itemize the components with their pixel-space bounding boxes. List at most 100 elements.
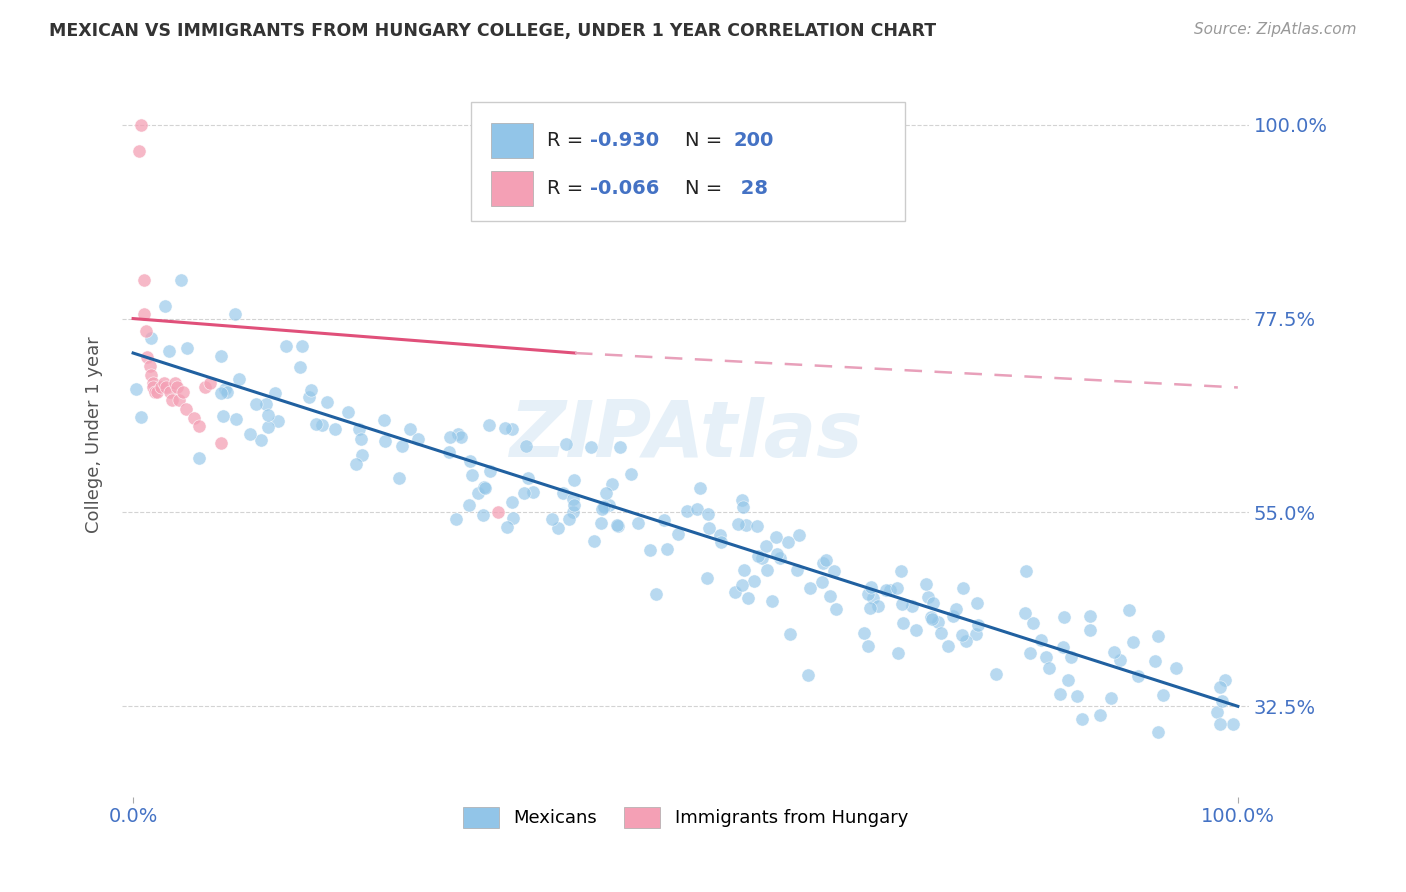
Point: [875, 582, 897, 597]
Point: [929, 626, 952, 640]
Point: [952, 628, 974, 642]
Point: [1049, 687, 1071, 701]
Point: [581, 440, 603, 454]
Point: [862, 591, 884, 605]
Point: [697, 521, 720, 535]
Point: [142, 380, 165, 394]
Point: [1060, 650, 1083, 665]
Point: [967, 618, 990, 632]
Point: [437, 444, 460, 458]
Point: [756, 564, 779, 578]
Point: [606, 519, 628, 533]
Text: -0.930: -0.930: [589, 131, 659, 150]
Point: [496, 520, 519, 534]
Point: [955, 634, 977, 648]
Point: [891, 616, 914, 631]
Point: [1078, 623, 1101, 637]
Point: [172, 384, 194, 399]
Point: [811, 575, 834, 590]
Point: [188, 450, 211, 465]
Point: [1209, 680, 1232, 694]
Point: [686, 501, 709, 516]
Point: [696, 507, 718, 521]
Point: [458, 499, 481, 513]
Point: [1022, 616, 1045, 631]
Point: [818, 589, 841, 603]
Point: [600, 476, 623, 491]
Point: [1205, 706, 1227, 720]
Point: [786, 563, 808, 577]
Text: 28: 28: [734, 179, 768, 198]
Point: [188, 419, 211, 434]
Point: [128, 144, 150, 158]
Point: [159, 384, 181, 399]
Text: R =: R =: [547, 179, 589, 198]
Point: [778, 534, 800, 549]
Point: [754, 539, 776, 553]
Point: [1071, 712, 1094, 726]
Point: [927, 615, 949, 630]
FancyBboxPatch shape: [491, 123, 533, 158]
Point: [299, 383, 322, 397]
Point: [155, 299, 177, 313]
Point: [654, 513, 676, 527]
Point: [1090, 707, 1112, 722]
Point: [582, 533, 605, 548]
Point: [1078, 608, 1101, 623]
Point: [135, 325, 157, 339]
Point: [347, 422, 370, 436]
Point: [1109, 652, 1132, 666]
Point: [938, 639, 960, 653]
Point: [170, 273, 193, 287]
Point: [858, 601, 880, 615]
Point: [1122, 634, 1144, 648]
Point: [886, 646, 908, 660]
Point: [176, 341, 198, 355]
Point: [606, 517, 628, 532]
Point: [731, 492, 754, 507]
Point: [1018, 646, 1040, 660]
Point: [515, 439, 537, 453]
Point: [558, 512, 581, 526]
Point: [965, 627, 987, 641]
Point: [655, 541, 678, 556]
Point: [724, 585, 747, 599]
Point: [1102, 645, 1125, 659]
Point: [472, 508, 495, 522]
Point: [852, 626, 875, 640]
Point: [134, 307, 156, 321]
Point: [547, 521, 569, 535]
Point: [165, 376, 187, 391]
Point: [779, 626, 801, 640]
Point: [478, 418, 501, 433]
Point: [901, 599, 924, 613]
Point: [551, 486, 574, 500]
Point: [1029, 633, 1052, 648]
Point: [696, 571, 718, 585]
Point: [245, 397, 267, 411]
Point: [125, 382, 148, 396]
Point: [305, 417, 328, 431]
Point: [734, 517, 756, 532]
Point: [274, 338, 297, 352]
FancyBboxPatch shape: [491, 171, 533, 206]
Point: [856, 587, 879, 601]
Point: [769, 550, 792, 565]
Point: [472, 480, 495, 494]
Point: [513, 486, 536, 500]
Point: [214, 382, 236, 396]
Point: [737, 591, 759, 605]
Point: [444, 512, 467, 526]
Point: [288, 359, 311, 374]
Point: [890, 565, 912, 579]
Point: [1166, 660, 1188, 674]
Point: [860, 580, 883, 594]
Point: [228, 371, 250, 385]
Point: [727, 517, 749, 532]
Point: [450, 430, 472, 444]
Point: [598, 499, 620, 513]
Point: [501, 421, 523, 435]
Point: [458, 454, 481, 468]
Text: 200: 200: [734, 131, 775, 150]
Point: [709, 528, 731, 542]
